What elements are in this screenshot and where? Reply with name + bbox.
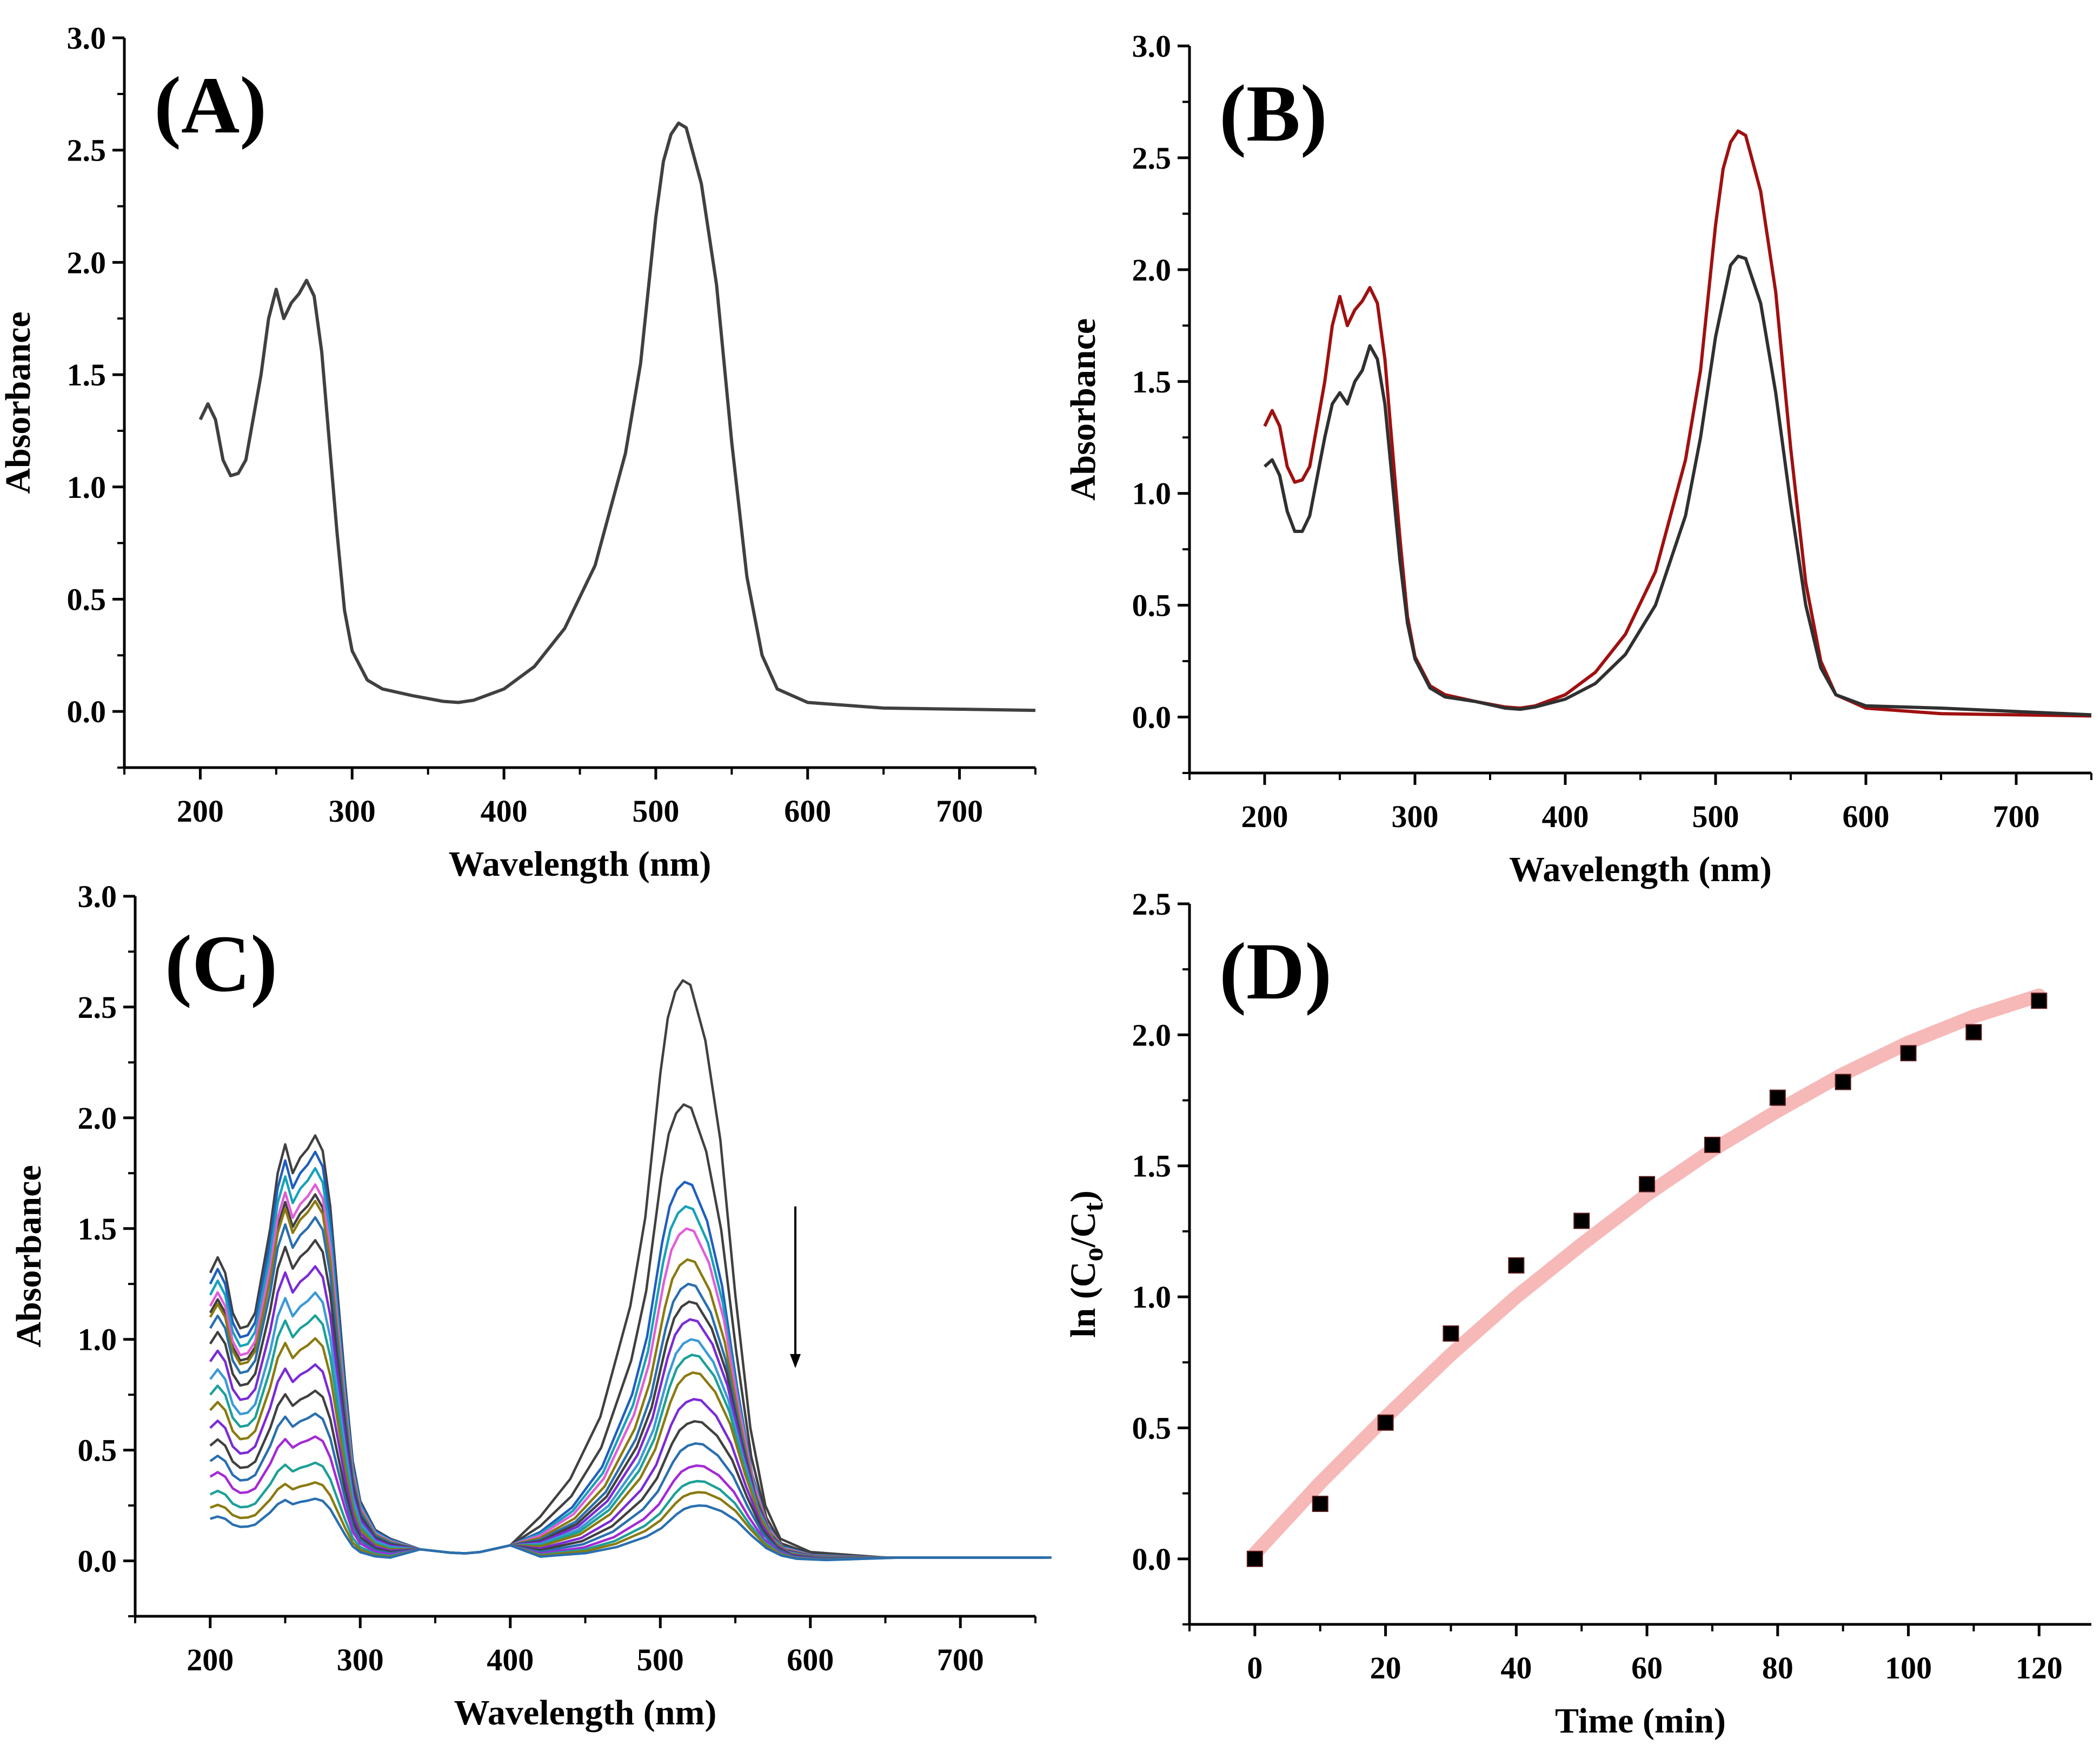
- panel-label: (D): [1219, 927, 1332, 1016]
- x-tick-label: 300: [1392, 799, 1439, 834]
- y-tick-label: 2.5: [67, 133, 107, 168]
- panel-label: (A): [154, 61, 267, 150]
- y-axis-title: ln (Co/Ct): [1064, 1190, 1109, 1338]
- y-tick-label: 0.0: [78, 1544, 117, 1579]
- y-tick-label: 0.5: [67, 582, 107, 617]
- y-tick-label: 1.0: [1132, 476, 1172, 511]
- y-tick-label: 1.5: [67, 357, 107, 392]
- panel-c: 0.0 0.5 1.0 1.5 2.0 2.5 3.0 200 300 400 500 600 700 W…: [9, 879, 1052, 1732]
- x-tick-label: 60: [1631, 1650, 1663, 1685]
- x-tick-label: 300: [337, 1642, 384, 1677]
- data-point: [1312, 1496, 1328, 1512]
- fit-curve: [1247, 988, 2046, 1561]
- y-tick-label: 2.5: [1132, 141, 1172, 176]
- y-tick-label: 0.0: [1132, 1542, 1172, 1577]
- y-tick-label: 1.5: [1132, 364, 1172, 399]
- y-tick-label: 3.0: [1132, 29, 1172, 64]
- x-tick-label: 80: [1762, 1650, 1793, 1685]
- y-tick-label: 1.0: [67, 470, 107, 505]
- data-point: [1900, 1045, 1917, 1062]
- y-axis-title-part: t: [1078, 1202, 1109, 1212]
- x-axis-title: Wavelength (nm): [449, 844, 712, 884]
- x-tick-label: 500: [632, 794, 679, 829]
- y-axis-title: Absorbance: [1064, 318, 1103, 501]
- y-axis-title-part: /C: [1064, 1212, 1103, 1248]
- y-axis-title-part: ): [1064, 1190, 1103, 1202]
- y-axis-title-part: ln (C: [1064, 1262, 1103, 1338]
- data-point: [1639, 1176, 1656, 1192]
- y-tick-label: 1.5: [78, 1211, 117, 1247]
- y-tick-label: 0.0: [67, 694, 107, 729]
- x-tick-label: 120: [2016, 1650, 2063, 1685]
- y-tick-label: 2.0: [1132, 252, 1172, 288]
- y-axis-title-part: o: [1078, 1248, 1109, 1262]
- y-tick-label: 2.5: [78, 990, 117, 1025]
- x-tick-label: 500: [637, 1642, 684, 1677]
- x-tick-label: 400: [487, 1642, 534, 1677]
- data-point: [1704, 1136, 1720, 1153]
- data-point: [1835, 1074, 1851, 1090]
- series-line-after: [1264, 255, 2092, 717]
- panel-b: 0.0 0.5 1.0 1.5 2.0 2.5 3.0 200 300 400 500 600 700 W…: [1064, 29, 2092, 889]
- y-tick-label: 0.5: [1132, 588, 1172, 623]
- y-tick-label: 3.0: [78, 879, 117, 914]
- panel-d: 0.0 0.5 1.0 1.5 2.0 2.5 0 20 40 60 80 100 120 Time (m…: [1064, 887, 2091, 1741]
- y-tick-label: 3.0: [67, 21, 107, 56]
- x-tick-label: 400: [1542, 799, 1589, 834]
- y-axis-title: Absorbance: [9, 1165, 49, 1347]
- x-axis-title: Wavelength (nm): [454, 1693, 717, 1732]
- data-point: [2031, 992, 2048, 1009]
- x-tick-label: 600: [787, 1642, 834, 1677]
- panel-label: (B): [1219, 69, 1327, 158]
- y-tick-label: 2.0: [67, 245, 107, 280]
- y-tick-label: 0.0: [1132, 700, 1172, 735]
- decrease-arrow-head: [790, 1354, 801, 1368]
- data-point: [1965, 1024, 1982, 1041]
- x-tick-label: 0: [1247, 1650, 1262, 1685]
- series-line-initial: [1263, 129, 2092, 718]
- y-tick-label: 2.0: [1132, 1017, 1172, 1052]
- x-tick-label: 600: [784, 794, 831, 829]
- x-tick-label: 700: [1993, 799, 2040, 834]
- panel-label: (C): [165, 919, 277, 1009]
- panel-a: 0.0 0.5 1.0 1.5 2.0 2.5 3.0 200 300 400 500 600 700 W…: [0, 21, 1036, 884]
- y-tick-label: 0.5: [1132, 1410, 1172, 1445]
- x-tick-label: 600: [1843, 799, 1890, 834]
- series-line-spectrum: [198, 121, 1036, 712]
- x-tick-label: 400: [481, 794, 528, 829]
- x-tick-label: 200: [177, 794, 224, 829]
- x-tick-label: 700: [936, 794, 983, 829]
- data-point: [1246, 1550, 1263, 1567]
- x-axis-title: Wavelength (nm): [1509, 850, 1772, 889]
- x-axis-title: Time (min): [1555, 1701, 1726, 1741]
- x-tick-label: 100: [1885, 1650, 1932, 1685]
- y-tick-label: 1.5: [1132, 1149, 1172, 1184]
- y-axis-title: Absorbance: [0, 311, 38, 494]
- x-tick-label: 300: [329, 794, 376, 829]
- x-tick-label: 20: [1370, 1650, 1401, 1685]
- y-tick-label: 2.0: [78, 1101, 117, 1136]
- x-tick-label: 700: [937, 1642, 984, 1677]
- data-point: [1443, 1325, 1459, 1342]
- data-point: [1508, 1257, 1525, 1274]
- spectrum-line: [210, 1497, 1052, 1562]
- y-tick-label: 1.0: [1132, 1279, 1172, 1315]
- x-tick-label: 500: [1692, 799, 1739, 834]
- y-tick-label: 2.5: [1132, 887, 1172, 922]
- x-tick-label: 40: [1500, 1650, 1532, 1685]
- x-tick-label: 200: [1241, 799, 1288, 834]
- y-tick-label: 0.5: [78, 1433, 117, 1468]
- data-point: [1573, 1212, 1590, 1229]
- data-point: [1377, 1414, 1394, 1431]
- x-tick-label: 200: [187, 1642, 234, 1677]
- y-tick-label: 1.0: [78, 1322, 117, 1357]
- data-point: [1769, 1089, 1786, 1106]
